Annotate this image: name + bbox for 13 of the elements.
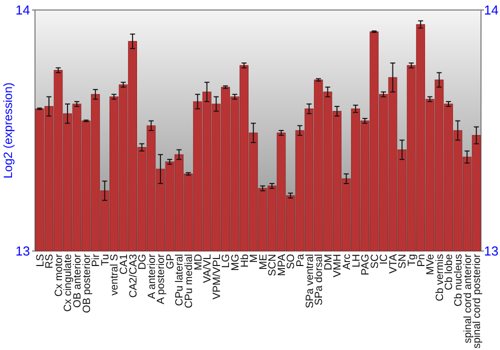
x-tick-label: MD [192, 254, 204, 270]
x-tick-label: MVe [424, 254, 437, 276]
x-tick-label: spinal cord posterior [471, 253, 484, 349]
x-tick-label: CPu medial [182, 254, 195, 308]
x-tick-label: LS [34, 254, 46, 267]
x-tick-label: Hb [238, 254, 251, 268]
x-tick-label: spinal cord anterior [462, 253, 474, 344]
x-tick-label: CA2/CA3 [127, 254, 140, 298]
x-tick-label: LH [350, 254, 362, 268]
y2-tick-label: 13 [484, 244, 498, 259]
y-axis-title: Log2 (expression) [1, 82, 15, 179]
y2-tick-label: 14 [484, 2, 498, 18]
x-tick-label: OB posterior [80, 254, 93, 313]
